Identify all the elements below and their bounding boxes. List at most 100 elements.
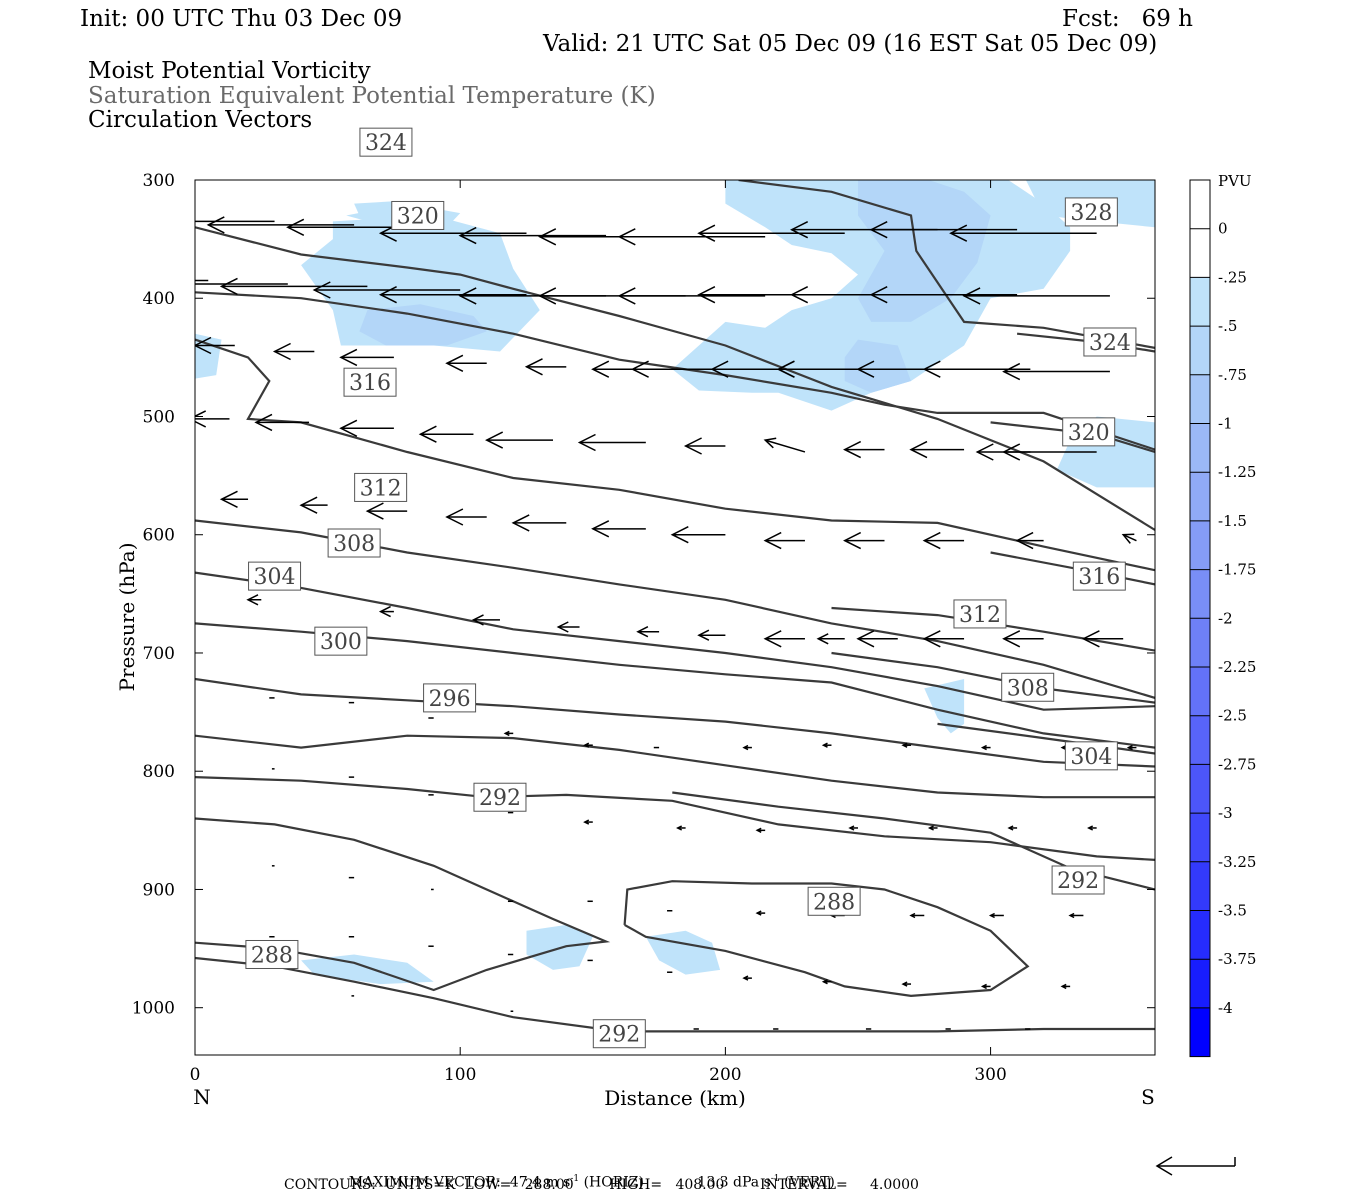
circulation-vector — [962, 287, 1110, 305]
circulation-vector — [378, 286, 527, 304]
colorbar-swatch — [1190, 910, 1210, 960]
colorbar-label: -.25 — [1218, 268, 1247, 286]
colorbar-label: -1 — [1218, 415, 1233, 433]
circulation-vector — [636, 626, 660, 638]
x-axis-label: Distance (km) — [604, 1086, 746, 1110]
circulation-vector — [299, 496, 328, 514]
contour-label: 312 — [953, 599, 1007, 629]
colorbar-label: -2.75 — [1218, 755, 1256, 773]
contour-label-text: 308 — [1007, 676, 1049, 701]
circulation-vector — [254, 413, 310, 432]
circulation-vector — [755, 827, 766, 833]
circulation-vector — [1015, 531, 1044, 550]
circulation-vector — [670, 526, 726, 544]
circulation-vector — [458, 226, 607, 245]
colorbar-label: -2.5 — [1218, 707, 1247, 725]
contour-label-text: 292 — [1057, 869, 1099, 894]
contour-label: 320 — [1062, 417, 1116, 447]
circulation-vector — [1068, 912, 1084, 919]
x-tick-label: 100 — [444, 1065, 476, 1085]
theta-es-contour — [195, 817, 611, 992]
circulation-vector — [763, 531, 805, 550]
y-tick-label: 900 — [143, 880, 175, 900]
horiz-unit: (HORIZ) — [583, 1174, 644, 1191]
contour-label: 328 — [1064, 197, 1118, 227]
theta-es-contour — [990, 551, 1155, 586]
contour-label-text: 320 — [1068, 421, 1110, 446]
circulation-vector — [471, 614, 500, 626]
contour-label-text: 320 — [397, 204, 439, 229]
colorbar-label: -1.75 — [1218, 561, 1256, 579]
y-tick-label: 700 — [143, 644, 175, 664]
x-tick-label: 0 — [190, 1065, 201, 1085]
contour-label: 288 — [807, 886, 861, 916]
theta-es-contour — [195, 677, 1155, 768]
circulation-vector — [909, 912, 925, 919]
contour-label-text: 312 — [959, 603, 1001, 628]
circulation-vector — [617, 228, 766, 246]
circulation-vector — [195, 279, 209, 282]
theta-es-contour — [937, 722, 1155, 755]
circulation-vector — [980, 983, 991, 990]
circulation-vector — [697, 629, 726, 641]
circulation-vector — [676, 825, 686, 831]
contour-label: 292 — [473, 782, 527, 812]
theta-es-contour — [195, 338, 1155, 572]
y-tick-label: 1000 — [132, 999, 175, 1019]
circulation-vector — [980, 744, 991, 751]
circulation-vector — [922, 360, 1031, 378]
contour-label-text: 316 — [349, 371, 391, 396]
contour-label: 304 — [248, 561, 302, 591]
x-tick-label: 300 — [974, 1065, 1006, 1085]
circulation-vector — [418, 425, 474, 443]
theta-es-contour — [195, 571, 1155, 711]
circulation-vector — [445, 508, 487, 526]
colorbar-label: -4 — [1218, 999, 1233, 1017]
colorbar-label: -1.25 — [1218, 463, 1256, 481]
y-tick-label: 800 — [143, 762, 175, 782]
circulation-vector — [365, 502, 408, 520]
circulation-vector — [617, 287, 766, 305]
colorbar-label: -1.5 — [1218, 512, 1247, 530]
contour-label: 296 — [423, 683, 477, 713]
horiz-exponent: -1 — [570, 1174, 580, 1184]
circulation-vector — [445, 354, 487, 372]
y-tick-label: 600 — [143, 526, 175, 546]
circulation-vector — [901, 981, 912, 987]
circulation-vector — [583, 742, 593, 748]
mpv-shade-region — [301, 954, 434, 985]
contour-label-text: 288 — [251, 943, 293, 968]
circulation-vector — [1087, 825, 1097, 831]
theta-es-contour — [195, 776, 1155, 861]
contour-label-text: 288 — [813, 890, 855, 915]
max-vector-label: MAXIMUM VECTOR: — [348, 1174, 501, 1191]
max-vert-value: 13.3 dPa s — [697, 1174, 771, 1191]
north-end-label: N — [193, 1085, 211, 1109]
contour-label-text: 324 — [365, 131, 407, 156]
colorbar-swatch — [1190, 715, 1210, 765]
contour-label: 324 — [359, 127, 413, 157]
contour-label: 316 — [1072, 561, 1126, 591]
circulation-vector — [583, 819, 593, 825]
init-time: Init: 00 UTC Thu 03 Dec 09 — [80, 6, 403, 32]
circulation-vector — [821, 742, 832, 748]
circulation-vector — [195, 283, 288, 285]
circulation-vector — [591, 520, 646, 538]
circulation-vector — [485, 431, 554, 449]
colorbar-swatch — [1190, 618, 1210, 667]
colorbar-label: -3.75 — [1218, 950, 1256, 968]
circulation-vector — [206, 216, 355, 234]
contour-label: 308 — [1001, 672, 1055, 702]
theta-es-contour — [195, 226, 1155, 531]
colorbar-swatch — [1190, 277, 1210, 327]
colorbar-label: -3 — [1218, 804, 1233, 822]
colorbar-label: -3.5 — [1218, 902, 1247, 920]
circulation-vector — [577, 433, 646, 452]
colorbar-swatch — [1190, 180, 1210, 229]
colorbar-swatch — [1190, 228, 1210, 278]
contour-label-text: 328 — [1070, 201, 1112, 226]
colorbar-swatch — [1190, 326, 1210, 375]
circulation-vector — [1002, 443, 1097, 461]
circulation-vector — [869, 221, 1018, 239]
y-tick-label: 400 — [143, 289, 175, 309]
